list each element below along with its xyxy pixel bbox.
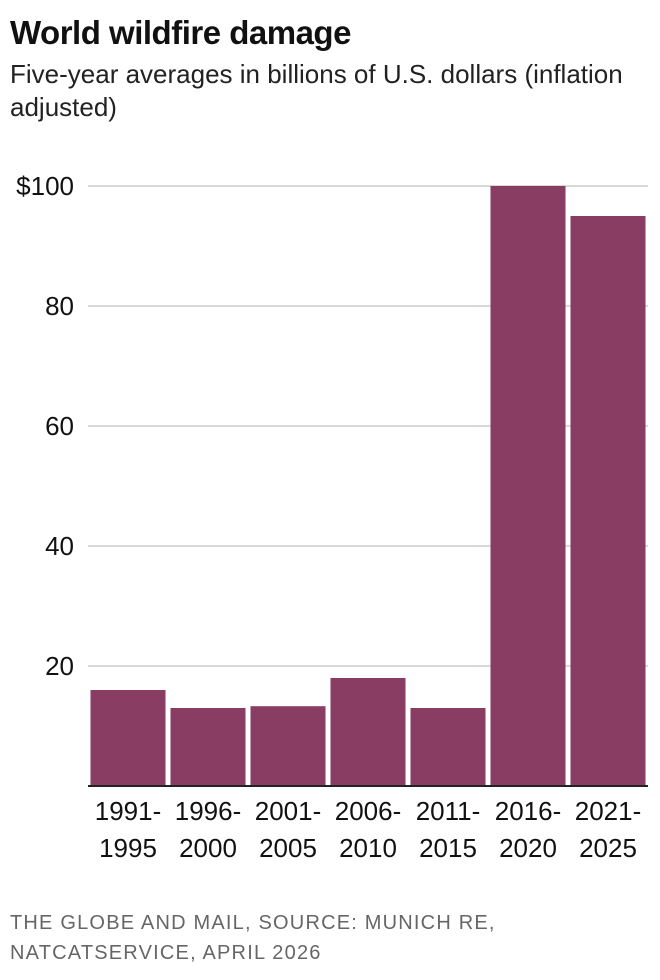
x-tick-label: 2000 [179,833,237,863]
y-tick-label: $100 [16,171,74,201]
y-tick-label: 40 [45,531,74,561]
x-tick-label: 2015 [419,833,477,863]
x-tick-label: 2005 [259,833,317,863]
x-tick-label: 2006- [335,796,402,826]
bar [490,186,566,786]
bar-chart: 20 40 60 80 $100 1991- 1995 1996- 2000 2001- 2005… [16,171,648,863]
x-tick-label: 2025 [579,833,637,863]
y-tick-label: 60 [45,411,74,441]
chart-title: World wildfire damage [10,14,351,51]
x-tick-label: 2016- [495,796,562,826]
bar [170,708,246,786]
bar [250,706,326,786]
bar [570,216,646,786]
x-tick-label: 2010 [339,833,397,863]
x-tick-label: 2011- [416,796,481,826]
bar [90,690,166,786]
y-axis-labels: 20 40 60 80 $100 [16,171,74,681]
chart-subtitle: Five-year averages in billions of U.S. d… [10,59,623,122]
bar [330,678,406,786]
x-tick-label: 1991- [95,796,162,826]
x-tick-label: 2021- [575,796,642,826]
y-tick-label: 20 [45,651,74,681]
y-tick-label: 80 [45,291,74,321]
x-tick-label: 1996- [175,796,242,826]
x-tick-label: 2001- [255,796,322,826]
x-axis-labels: 1991- 1995 1996- 2000 2001- 2005 2006- 2010 2011… [95,796,642,863]
x-tick-label: 1995 [99,833,157,863]
x-tick-label: 2020 [499,833,557,863]
source-note: THE GLOBE AND MAIL, SOURCE: MUNICH RE, N… [10,912,496,964]
bar [410,708,486,786]
bars [90,186,646,786]
